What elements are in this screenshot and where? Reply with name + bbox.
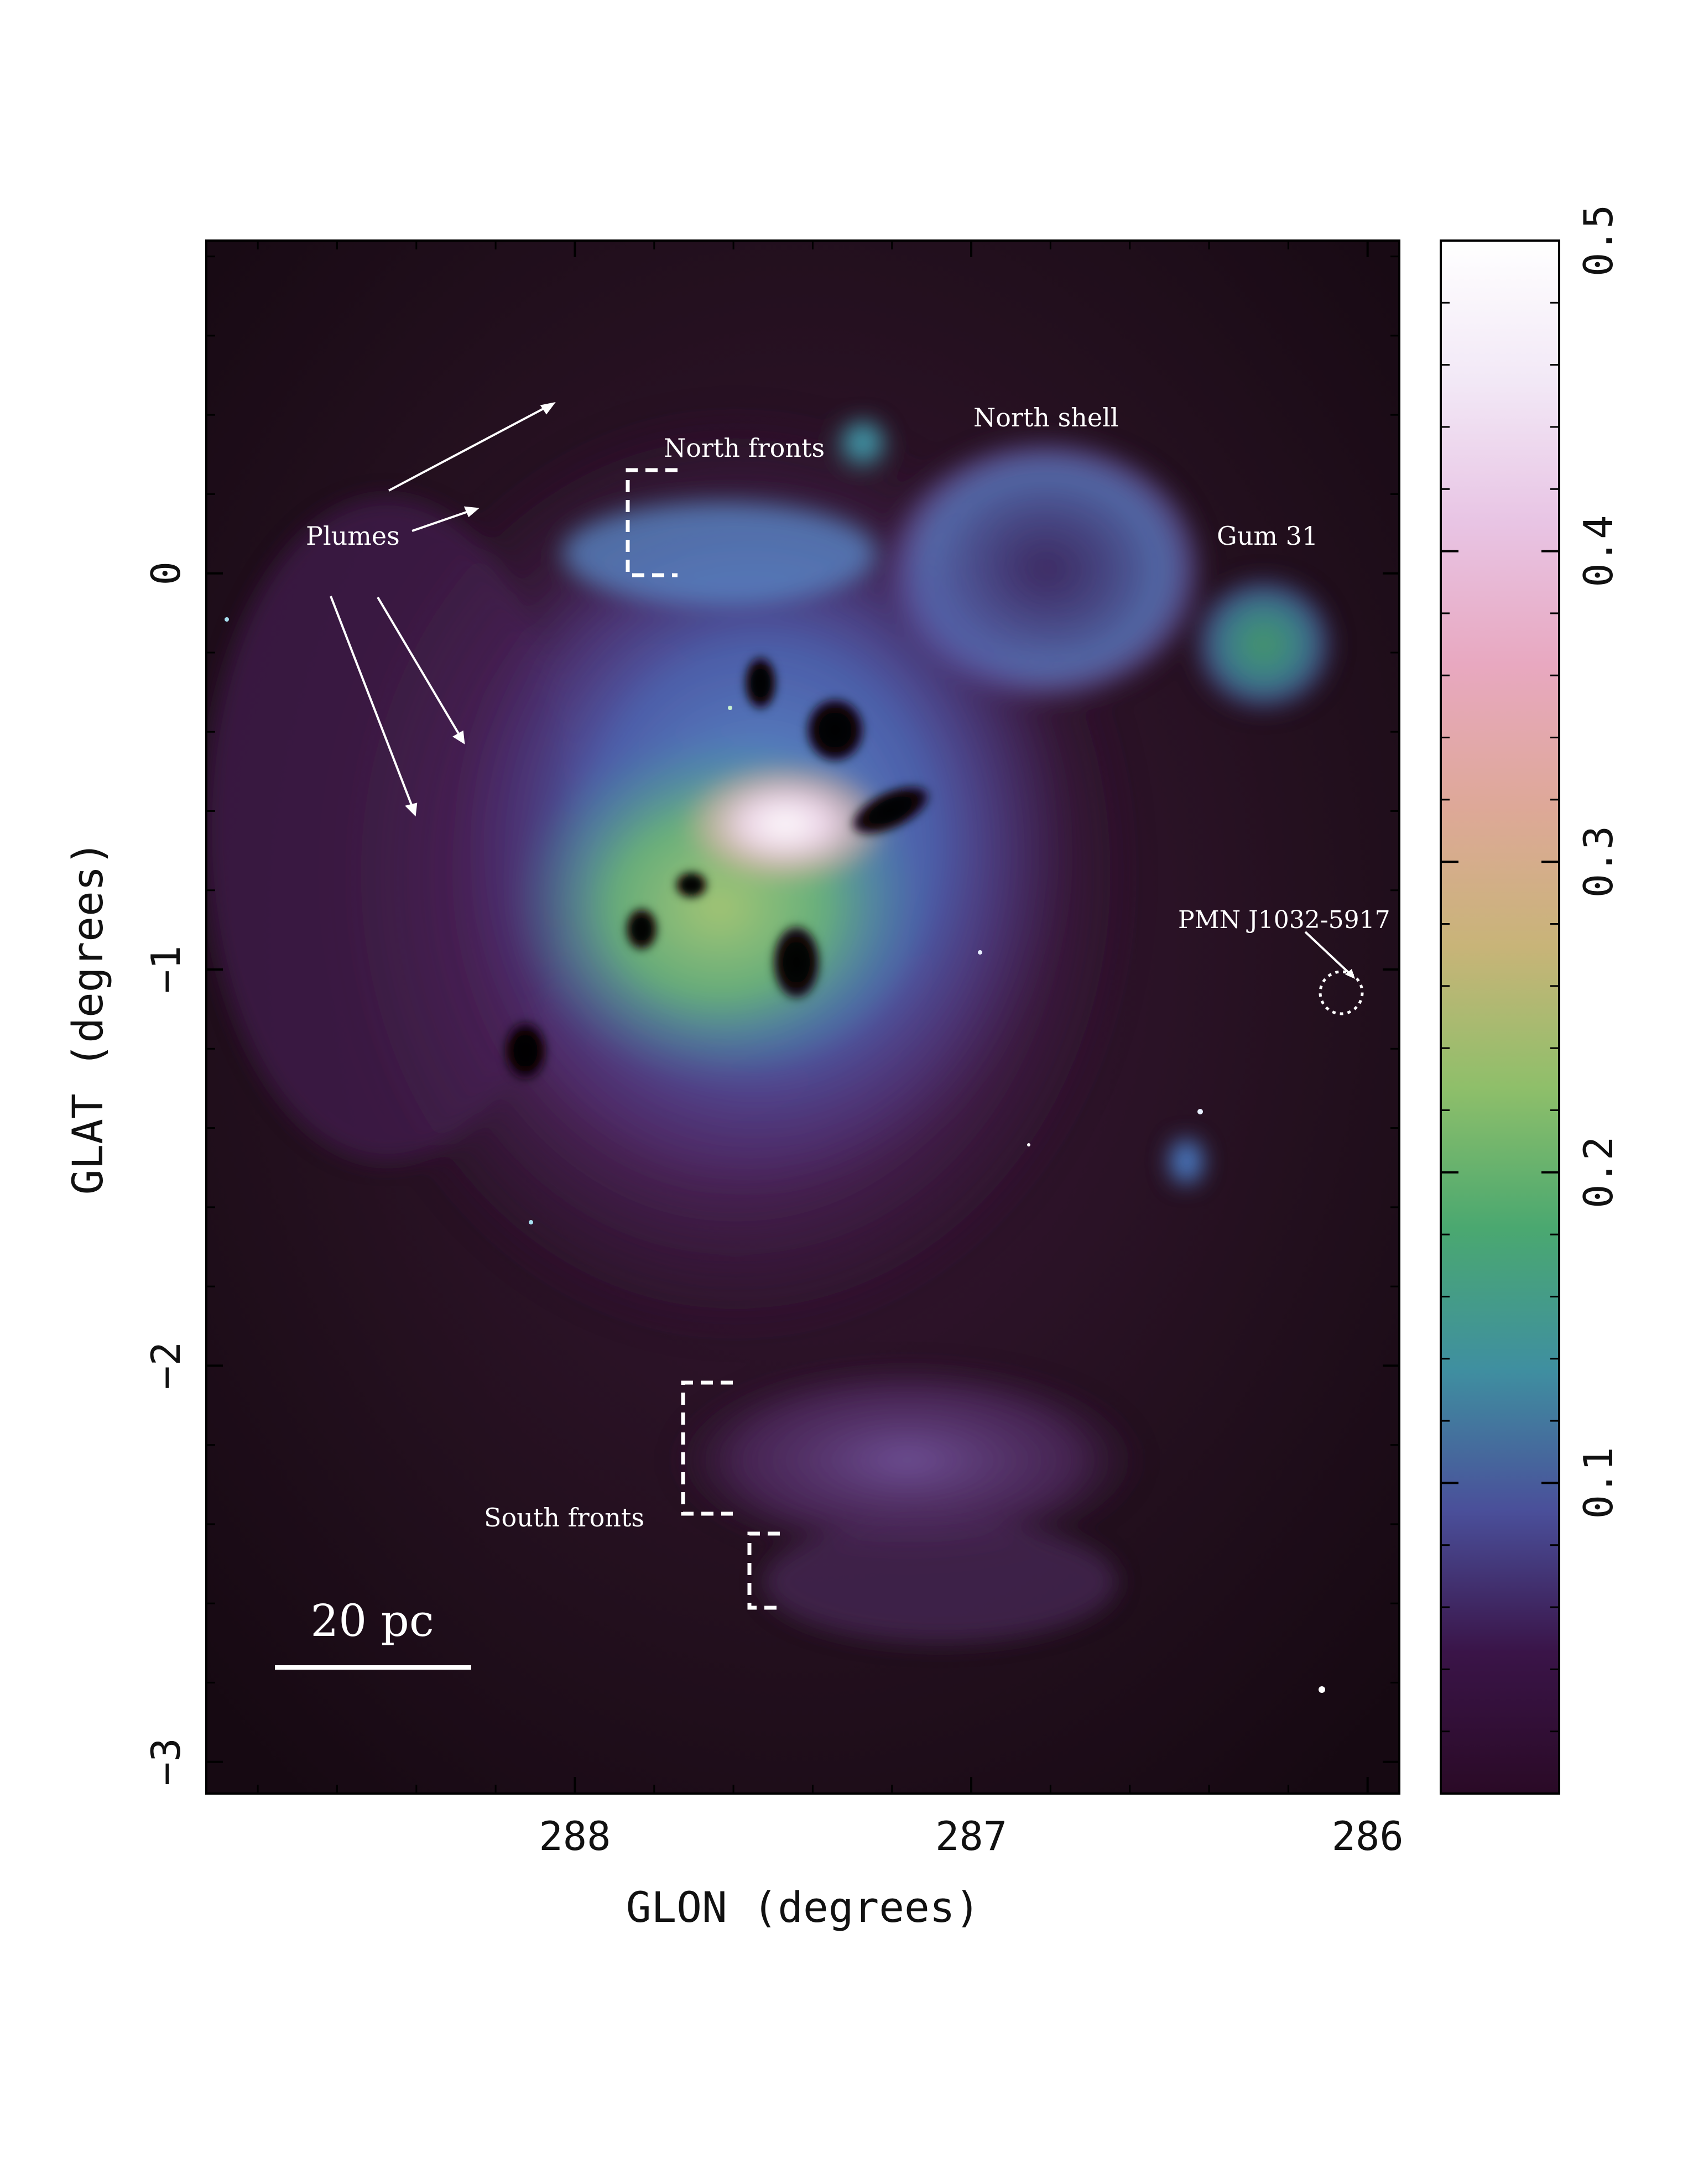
north-fronts-region bbox=[564, 503, 874, 603]
x-axis-ticks: 288 287 286 bbox=[257, 241, 1404, 1859]
dark-lane-6 bbox=[675, 871, 708, 899]
point-source bbox=[1319, 1686, 1325, 1693]
south-fronts-bracket-upper bbox=[681, 1380, 733, 1516]
gum31-region bbox=[1192, 575, 1336, 713]
x-tick-label: 287 bbox=[935, 1813, 1007, 1859]
gum31-label: Gum 31 bbox=[1217, 521, 1318, 551]
north-fronts-label: North fronts bbox=[664, 433, 825, 463]
image-frame bbox=[205, 239, 1400, 1795]
annotations: North fronts North shell Gum 31 Plumes P… bbox=[275, 402, 1390, 1670]
x-tick-label: 286 bbox=[1332, 1813, 1404, 1859]
pmn-source-label: PMN J1032-5917 bbox=[1178, 906, 1390, 934]
dark-lane-5 bbox=[625, 907, 658, 951]
compact-source-west bbox=[1170, 1139, 1203, 1184]
y-tick-label: −1 bbox=[143, 946, 189, 994]
south-fronts-lower bbox=[763, 1521, 1117, 1643]
point-source bbox=[225, 617, 229, 622]
south-fronts-region bbox=[669, 1361, 1145, 1560]
point-source bbox=[1027, 1143, 1030, 1146]
colorbar-tick-label: 0.2 bbox=[1575, 1137, 1622, 1208]
pmn-marker bbox=[1304, 931, 1364, 1015]
x-axis-label: GLON (degrees) bbox=[626, 1883, 981, 1932]
point-source bbox=[978, 950, 982, 955]
colorbar-tick-label: 0.5 bbox=[1575, 205, 1622, 277]
south-fronts-bracket-lower bbox=[747, 1531, 780, 1610]
north-fronts-bracket bbox=[626, 468, 678, 577]
sky-image bbox=[206, 241, 1399, 1794]
y-axis-ticks: 0 −1 −2 −3 bbox=[143, 256, 1399, 1786]
core-region bbox=[680, 763, 890, 885]
point-source bbox=[728, 706, 732, 710]
colorbar-tick-label: 0.4 bbox=[1575, 515, 1622, 587]
dark-lane-2 bbox=[805, 697, 866, 763]
plume-arrows bbox=[330, 402, 556, 817]
colorbar-tick-label: 0.3 bbox=[1575, 826, 1622, 898]
y-tick-label: −3 bbox=[143, 1738, 189, 1786]
south-fronts-label: South fronts bbox=[484, 1503, 644, 1533]
dark-lane-4 bbox=[772, 924, 821, 1001]
x-tick-label: 288 bbox=[539, 1813, 611, 1859]
y-tick-label: −2 bbox=[143, 1342, 189, 1390]
dark-lane-3 bbox=[850, 784, 931, 836]
scale-bar-label: 20 pc bbox=[310, 1595, 434, 1646]
plume-region bbox=[206, 498, 570, 1161]
colorbar bbox=[1440, 239, 1560, 1795]
plumes-label: Plumes bbox=[306, 521, 400, 551]
dark-lane-7 bbox=[503, 1020, 548, 1081]
north-shell-label: North shell bbox=[973, 403, 1119, 432]
dark-lane-1 bbox=[744, 655, 777, 711]
colorbar-ticks: 0.1 0.2 0.3 0.4 0.5 bbox=[1441, 205, 1622, 1733]
colorbar-tick-label: 0.1 bbox=[1575, 1447, 1622, 1519]
compact-source-north bbox=[842, 421, 884, 463]
point-source bbox=[1197, 1109, 1203, 1114]
point-source bbox=[529, 1220, 533, 1224]
y-axis-label: GLAT (degrees) bbox=[63, 841, 112, 1195]
y-tick-label: 0 bbox=[143, 561, 189, 585]
